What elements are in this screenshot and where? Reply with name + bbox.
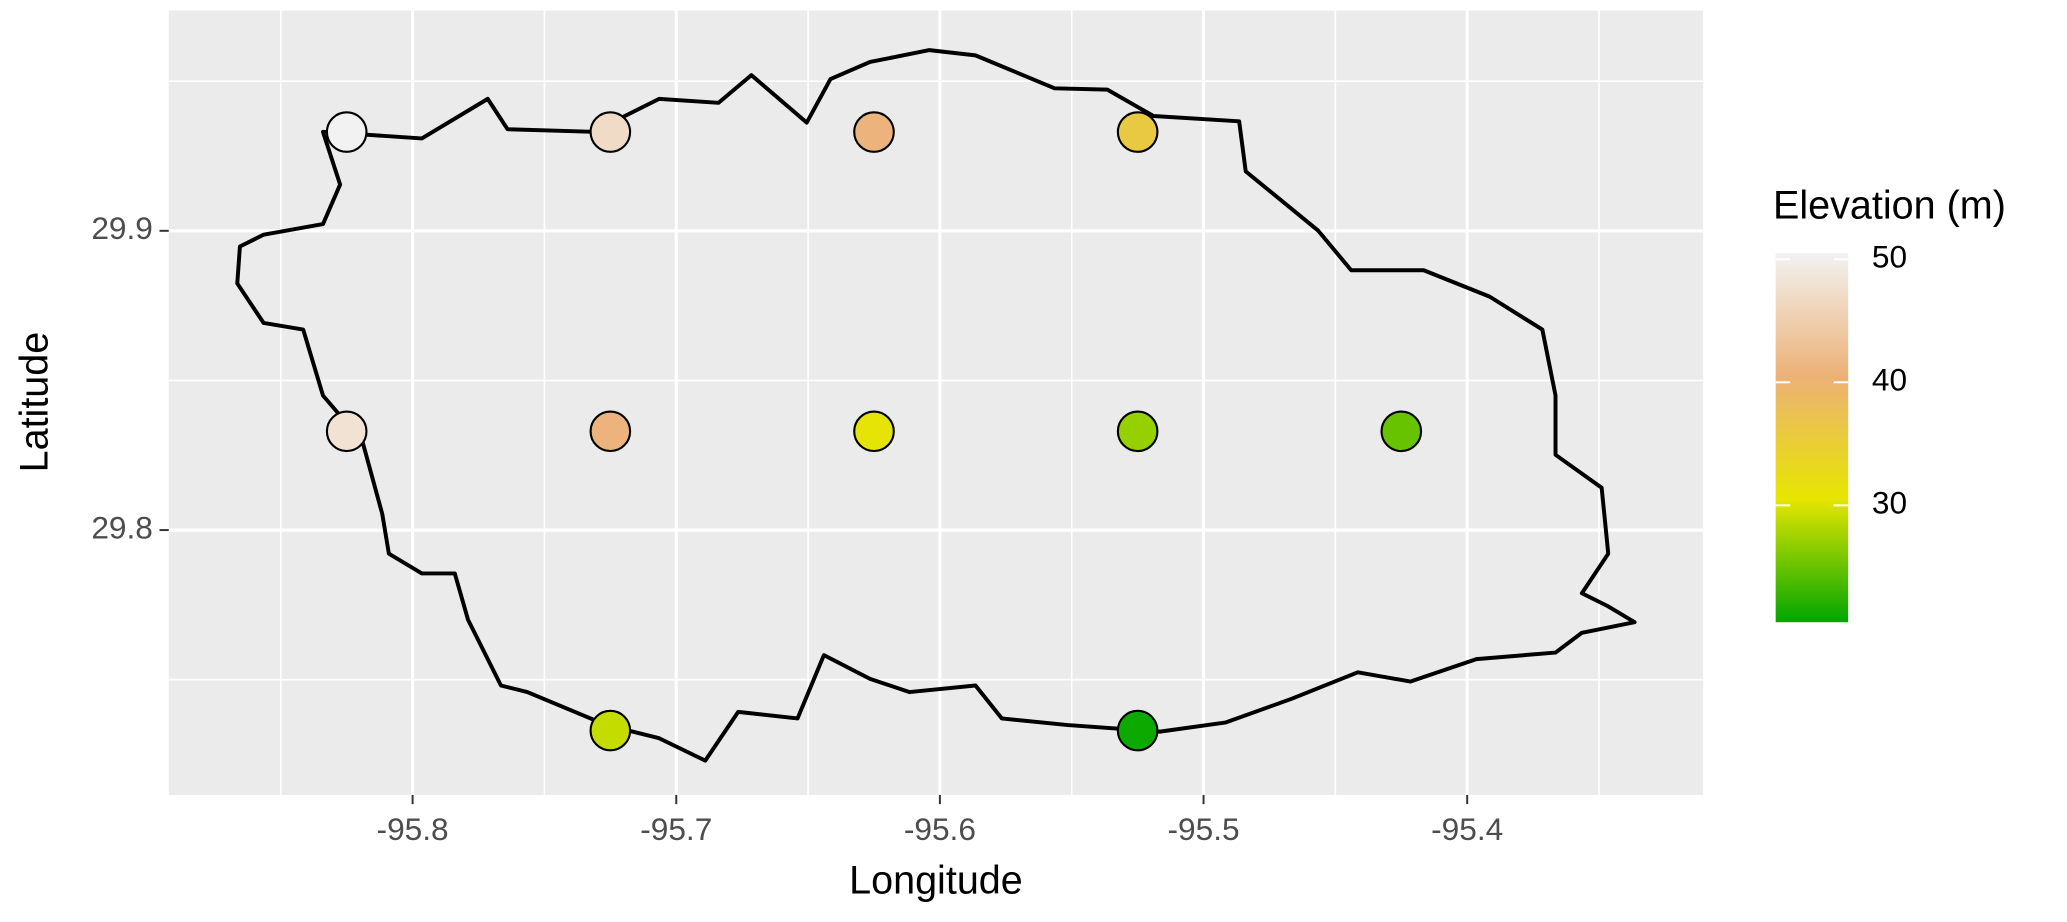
point	[1116, 410, 1159, 453]
y-axis-title: Latitude	[12, 332, 56, 473]
x-tick-label: -95.7	[640, 811, 712, 847]
point	[589, 410, 632, 453]
point	[1380, 410, 1423, 453]
x-tick-label: -95.5	[1168, 811, 1240, 847]
point	[589, 709, 632, 752]
colorbar-label: 50	[1872, 239, 1907, 275]
point	[1116, 111, 1159, 153]
colorbar	[1775, 253, 1849, 623]
y-tick-label: 29.8	[91, 509, 153, 545]
point	[325, 111, 368, 153]
x-tick-label: -95.6	[904, 811, 976, 847]
point	[1116, 709, 1159, 752]
watershed-outline	[235, 48, 1637, 763]
colorbar-label: 30	[1872, 485, 1907, 521]
colorbar-label: 40	[1872, 362, 1907, 398]
x-tick-label: -95.8	[377, 811, 449, 847]
point	[325, 410, 368, 453]
point	[853, 111, 895, 153]
x-axis-title: Longitude	[849, 859, 1023, 903]
x-tick-label: -95.4	[1431, 811, 1503, 847]
panel	[168, 10, 1704, 795]
legend-title: Elevation (m)	[1773, 184, 2006, 228]
point	[589, 111, 632, 153]
point	[853, 410, 895, 453]
y-tick-label: 29.9	[91, 210, 153, 246]
